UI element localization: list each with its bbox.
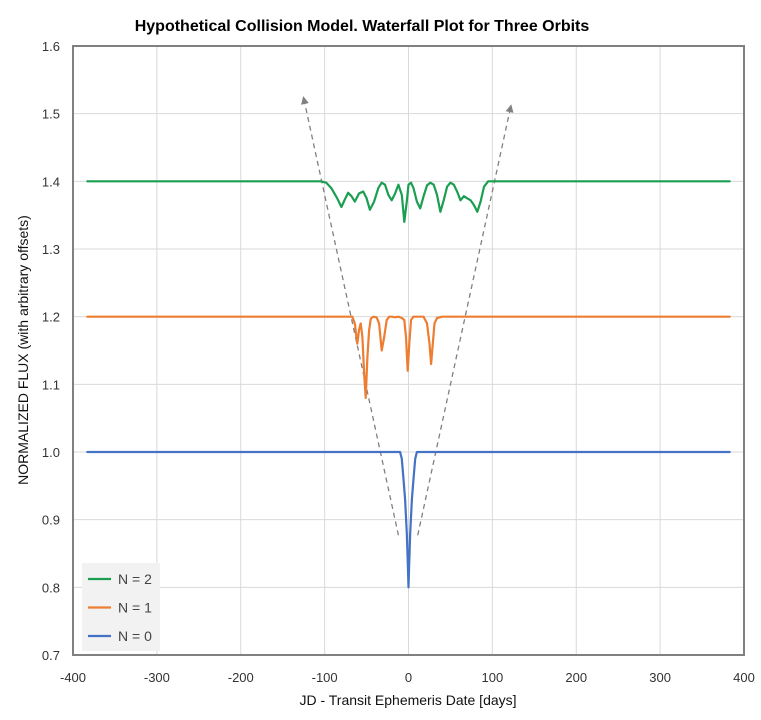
x-tick-labels: -400 -300 -200 -100 0 100 200 300 400 [60,670,755,685]
x-tick-label: -200 [228,670,254,685]
series-line-n0 [86,450,731,589]
y-axis-label: NORMALIZED FLUX (with arbitrary offsets) [15,215,31,485]
legend-label: N = 2 [118,571,152,587]
x-axis-label: JD - Transit Ephemeris Date [days] [299,692,516,708]
series-line-n1 [86,315,731,399]
y-tick-labels: 0.7 0.8 0.9 1.0 1.1 1.2 1.3 1.4 1.5 1.6 [42,39,60,663]
x-tick-label: 400 [733,670,755,685]
x-tick-label: -300 [144,670,170,685]
series-line-n2 [86,180,731,223]
y-tick-label: 1.6 [42,39,60,54]
y-tick-label: 0.7 [42,648,60,663]
dashed-arrow [301,96,400,536]
plot-frame [72,45,745,656]
x-tick-label: 100 [482,670,504,685]
x-tick-label: -400 [60,670,86,685]
legend-label: N = 1 [118,600,152,616]
x-tick-label: 0 [405,670,412,685]
x-tick-label: -100 [312,670,338,685]
y-tick-label: 1.3 [42,242,60,257]
annotations [301,96,514,536]
y-tick-label: 1.4 [42,174,60,189]
x-tick-label: 300 [649,670,671,685]
series-lines [86,180,731,589]
dashed-arrow [417,104,514,536]
y-tick-label: 0.8 [42,580,60,595]
legend-label: N = 0 [118,628,152,644]
y-tick-label: 0.9 [42,513,60,528]
y-tick-label: 1.0 [42,445,60,460]
y-tick-label: 1.5 [42,107,60,122]
y-tick-label: 1.2 [42,310,60,325]
y-tick-label: 1.1 [42,377,60,392]
x-tick-label: 200 [565,670,587,685]
chart-title: Hypothetical Collision Model. Waterfall … [135,18,590,35]
legend: N = 2 N = 1 N = 0 [82,563,160,651]
